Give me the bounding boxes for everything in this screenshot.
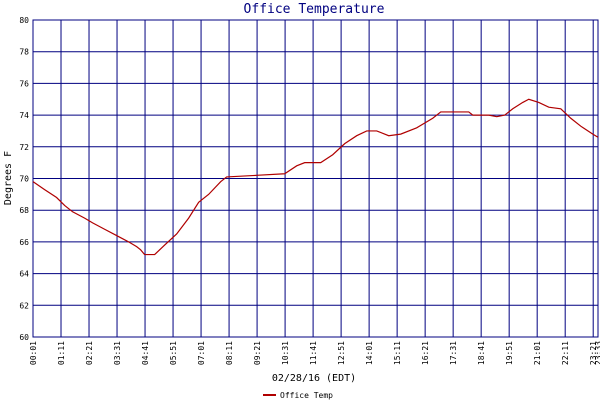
x-tick-label: 15:11: [393, 341, 402, 365]
y-axis-label: Degrees F: [3, 151, 14, 205]
x-tick-label: 01:11: [57, 341, 66, 365]
x-tick-label: 10:31: [281, 341, 290, 365]
x-tick-label: 02:21: [85, 341, 94, 365]
y-tick-label: 74: [19, 111, 29, 120]
x-tick-label: 03:31: [113, 341, 122, 365]
x-tick-label: 14:01: [365, 341, 374, 365]
legend-label: Office Temp: [280, 391, 333, 400]
x-tick-label: 09:21: [253, 341, 262, 365]
y-tick-label: 80: [19, 16, 29, 25]
y-tick-label: 62: [19, 301, 29, 310]
x-tick-label: 11:41: [309, 341, 318, 365]
y-tick-label: 78: [19, 48, 29, 57]
x-tick-label: 12:51: [337, 341, 346, 365]
y-tick-label: 64: [19, 270, 29, 279]
x-tick-label: 21:01: [533, 341, 542, 365]
x-tick-label: 07:01: [197, 341, 206, 365]
x-tick-label: 08:11: [225, 341, 234, 365]
x-tick-label: 23:21: [589, 341, 598, 365]
x-tick-label: 00:01: [29, 341, 38, 365]
y-tick-label: 68: [19, 206, 29, 215]
x-tick-label: 23:33: [594, 341, 600, 365]
x-tick-label: 17:31: [449, 341, 458, 365]
x-tick-label: 04:41: [141, 341, 150, 365]
y-tick-label: 70: [19, 175, 29, 184]
x-tick-label: 19:51: [505, 341, 514, 365]
x-axis-label: 02/28/16 (EDT): [272, 373, 356, 384]
x-tick-label: 05:51: [169, 341, 178, 365]
x-tick-label: 18:41: [477, 341, 486, 365]
y-tick-label: 60: [19, 333, 29, 342]
y-tick-label: 66: [19, 238, 29, 247]
plot-border: [32, 19, 599, 338]
y-tick-label: 72: [19, 143, 29, 152]
x-tick-label: 22:11: [561, 341, 570, 365]
data-line: [32, 98, 599, 256]
y-tick-label: 76: [19, 79, 29, 88]
x-tick-label: 16:21: [421, 341, 430, 365]
chart-title: Office Temperature: [244, 2, 385, 17]
